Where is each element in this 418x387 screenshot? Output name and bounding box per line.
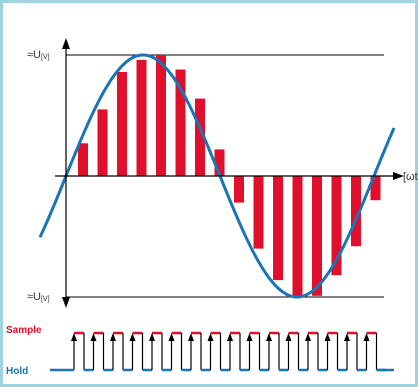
rising-edge-arrow [71, 333, 77, 341]
sample-bar [312, 176, 322, 296]
sample-bar [117, 71, 127, 176]
sample-bar [253, 176, 264, 249]
sample-bar [234, 176, 244, 203]
sample-bar [175, 69, 186, 176]
rising-edge-arrow [129, 333, 136, 341]
rising-edge-arrow [266, 333, 272, 341]
sampled-bars [78, 55, 381, 297]
sample-bar [78, 143, 88, 176]
sample-bar [195, 98, 205, 176]
upper-voltage-label: ≈U[V] [27, 49, 50, 61]
hold-label: Hold [6, 366, 28, 377]
rising-edge-arrow [344, 333, 350, 341]
rising-edge-arrow [110, 333, 116, 341]
sample-bar [273, 176, 283, 281]
x-axis-label: [ωt] [403, 171, 418, 183]
rising-edge-arrow [90, 333, 97, 341]
sample-bar [156, 55, 166, 176]
rising-edge-arrow [168, 333, 175, 341]
rising-edge-arrow [324, 333, 331, 341]
sample-bar [331, 176, 342, 276]
sample-bar [370, 176, 381, 201]
rising-edge-arrow [305, 333, 311, 341]
sample-hold-pulses [50, 331, 394, 372]
sine-wave [38, 53, 396, 299]
rising-edge-arrow [149, 333, 155, 341]
rising-edge-arrow [227, 333, 233, 341]
y-axis-arrow-down [62, 297, 70, 308]
rising-edge-arrow [285, 333, 292, 341]
sample-bar [214, 149, 225, 176]
x-axis-arrow [393, 172, 404, 180]
rising-edge-arrow [207, 333, 214, 341]
lower-voltage-label: ≈U[V] [27, 291, 50, 303]
sample-label: Sample [6, 325, 42, 336]
sample-bar [97, 109, 108, 176]
y-axis-arrow-up [62, 38, 70, 49]
rising-edge-arrow [363, 333, 370, 341]
rising-edge-arrow [188, 333, 194, 341]
sample-bar [292, 176, 303, 297]
sample-bar [136, 59, 147, 176]
sample-bar [351, 176, 361, 247]
rising-edge-arrow [246, 333, 253, 341]
